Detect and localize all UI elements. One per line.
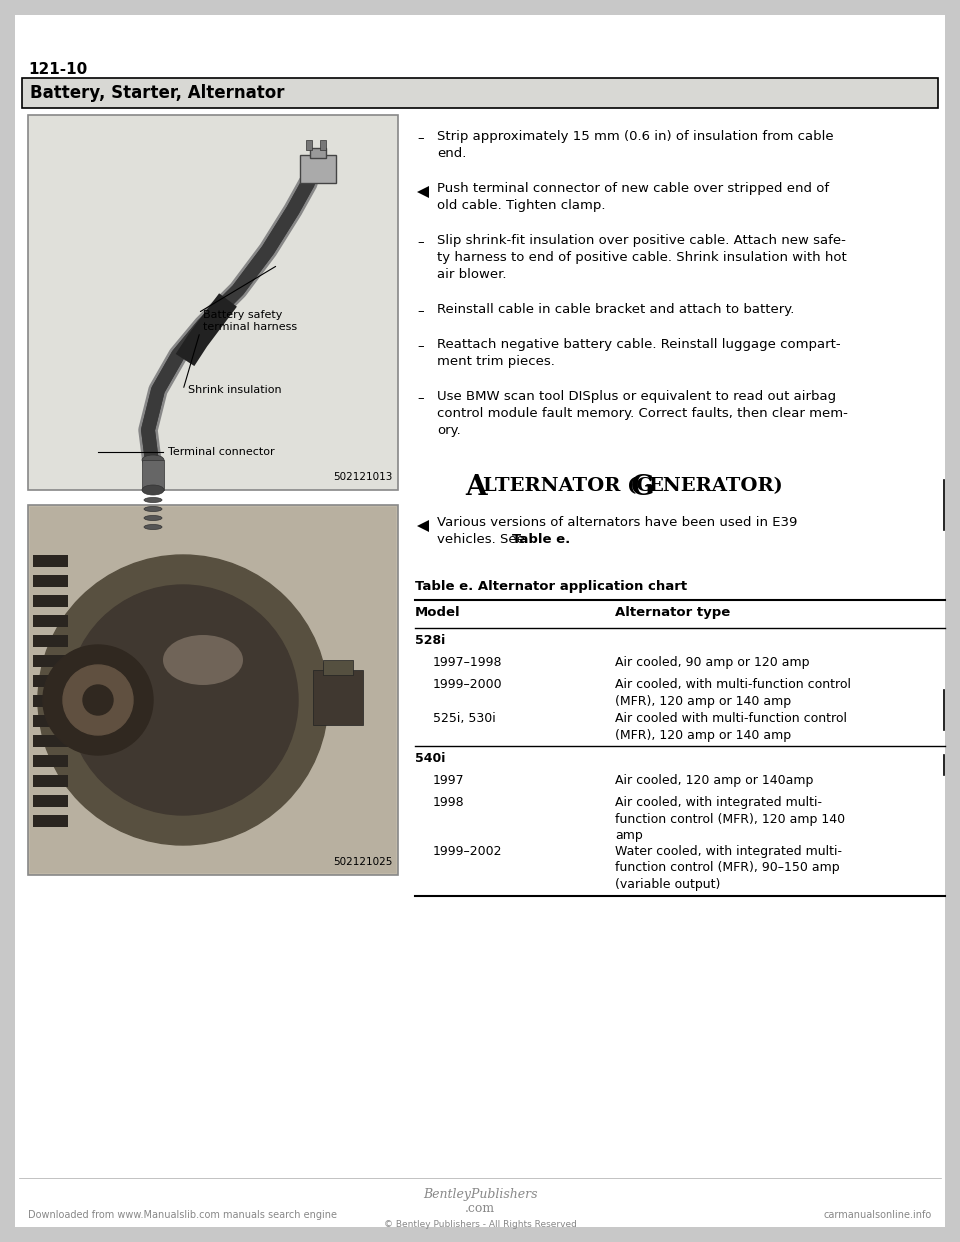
- Text: Push terminal connector of new cable over stripped end of
old cable. Tighten cla: Push terminal connector of new cable ove…: [437, 183, 829, 212]
- Text: Shrink insulation: Shrink insulation: [188, 385, 281, 395]
- Bar: [33, 735, 68, 746]
- Bar: [323, 660, 353, 674]
- Text: Use BMW scan tool DISplus or equivalent to read out airbag
control module fault : Use BMW scan tool DISplus or equivalent …: [437, 390, 848, 437]
- Text: Strip approximately 15 mm (0.6 in) of insulation from cable
end.: Strip approximately 15 mm (0.6 in) of in…: [437, 130, 833, 160]
- Text: –: –: [417, 340, 423, 353]
- Text: 502121025: 502121025: [334, 857, 393, 867]
- Text: Air cooled with multi-function control
(MFR), 120 amp or 140 amp: Air cooled with multi-function control (…: [615, 712, 847, 741]
- Bar: [320, 140, 326, 150]
- Text: carmanualsonline.info: carmanualsonline.info: [824, 1210, 932, 1220]
- Ellipse shape: [142, 455, 164, 465]
- Text: Table e.: Table e.: [512, 533, 570, 546]
- Text: Reinstall cable in cable bracket and attach to battery.: Reinstall cable in cable bracket and att…: [437, 303, 794, 315]
- Bar: [33, 635, 68, 647]
- Circle shape: [63, 664, 133, 735]
- Text: Various versions of alternators have been used in E39: Various versions of alternators have bee…: [437, 515, 798, 529]
- Bar: [33, 575, 68, 587]
- Circle shape: [38, 555, 328, 845]
- Ellipse shape: [144, 507, 162, 512]
- Text: Air cooled, 90 amp or 120 amp: Air cooled, 90 amp or 120 amp: [615, 656, 809, 669]
- Text: Battery, Starter, Alternator: Battery, Starter, Alternator: [30, 84, 284, 102]
- Text: Alternator type: Alternator type: [615, 606, 731, 619]
- Text: Water cooled, with integrated multi-
function control (MFR), 90–150 amp
(variabl: Water cooled, with integrated multi- fun…: [615, 845, 842, 891]
- Bar: [33, 815, 68, 827]
- Bar: [313, 669, 363, 725]
- Text: Battery safety
terminal harness: Battery safety terminal harness: [203, 310, 298, 332]
- Text: G: G: [631, 474, 655, 501]
- Bar: [28, 116, 398, 491]
- Text: Terminal connector: Terminal connector: [168, 447, 275, 457]
- Text: Air cooled, with integrated multi-
function control (MFR), 120 amp 140
amp: Air cooled, with integrated multi- funct…: [615, 796, 845, 842]
- Ellipse shape: [144, 498, 162, 503]
- Text: Air cooled, 120 amp or 140amp: Air cooled, 120 amp or 140amp: [615, 774, 813, 787]
- Text: 121-10: 121-10: [28, 62, 87, 77]
- Bar: [300, 155, 336, 183]
- Text: Downloaded from www.Manualslib.com manuals search engine: Downloaded from www.Manualslib.com manua…: [28, 1210, 337, 1220]
- Text: 1998: 1998: [433, 796, 465, 809]
- Bar: [33, 595, 68, 607]
- Text: © Bentley Publishers - All Rights Reserved: © Bentley Publishers - All Rights Reserv…: [384, 1220, 576, 1230]
- Text: ENERATOR): ENERATOR): [648, 477, 782, 496]
- Bar: [33, 795, 68, 807]
- Bar: [33, 615, 68, 627]
- Bar: [306, 140, 312, 150]
- Bar: [28, 505, 398, 876]
- Text: 525i, 530i: 525i, 530i: [433, 712, 495, 725]
- Text: 1999–2000: 1999–2000: [433, 678, 503, 691]
- Polygon shape: [417, 186, 429, 197]
- Text: Reattach negative battery cable. Reinstall luggage compart-
ment trim pieces.: Reattach negative battery cable. Reinsta…: [437, 338, 841, 368]
- Bar: [30, 507, 396, 873]
- Bar: [33, 715, 68, 727]
- Text: –: –: [417, 132, 423, 145]
- Ellipse shape: [142, 484, 164, 496]
- Bar: [22, 78, 938, 108]
- Text: –: –: [417, 306, 423, 318]
- Text: 1999–2002: 1999–2002: [433, 845, 502, 858]
- Polygon shape: [417, 520, 429, 532]
- Bar: [33, 696, 68, 707]
- Text: Table e. Alternator application chart: Table e. Alternator application chart: [415, 580, 687, 592]
- Text: 1997: 1997: [433, 774, 465, 787]
- Bar: [33, 674, 68, 687]
- Text: 1997–1998: 1997–1998: [433, 656, 502, 669]
- Ellipse shape: [144, 515, 162, 520]
- Bar: [33, 555, 68, 568]
- Text: .com: .com: [465, 1202, 495, 1215]
- Text: Air cooled, with multi-function control
(MFR), 120 amp or 140 amp: Air cooled, with multi-function control …: [615, 678, 851, 708]
- Text: –: –: [417, 392, 423, 405]
- Ellipse shape: [144, 524, 162, 529]
- Circle shape: [68, 585, 298, 815]
- Text: 528i: 528i: [415, 633, 445, 647]
- Bar: [33, 775, 68, 787]
- Text: BentleyPublishers: BentleyPublishers: [422, 1189, 538, 1201]
- Bar: [142, 460, 164, 491]
- Ellipse shape: [163, 635, 243, 686]
- Text: vehicles. See: vehicles. See: [437, 533, 529, 546]
- Bar: [310, 148, 326, 158]
- Bar: [33, 655, 68, 667]
- Text: Model: Model: [415, 606, 461, 619]
- Circle shape: [43, 645, 153, 755]
- Text: 540i: 540i: [415, 751, 445, 765]
- Text: LTERNATOR (G: LTERNATOR (G: [483, 477, 653, 496]
- Text: A: A: [465, 474, 487, 501]
- Text: 502121013: 502121013: [334, 472, 393, 482]
- Text: Slip shrink-fit insulation over positive cable. Attach new safe-
ty harness to e: Slip shrink-fit insulation over positive…: [437, 233, 847, 281]
- Bar: [33, 755, 68, 768]
- Text: –: –: [417, 236, 423, 248]
- Circle shape: [83, 686, 113, 715]
